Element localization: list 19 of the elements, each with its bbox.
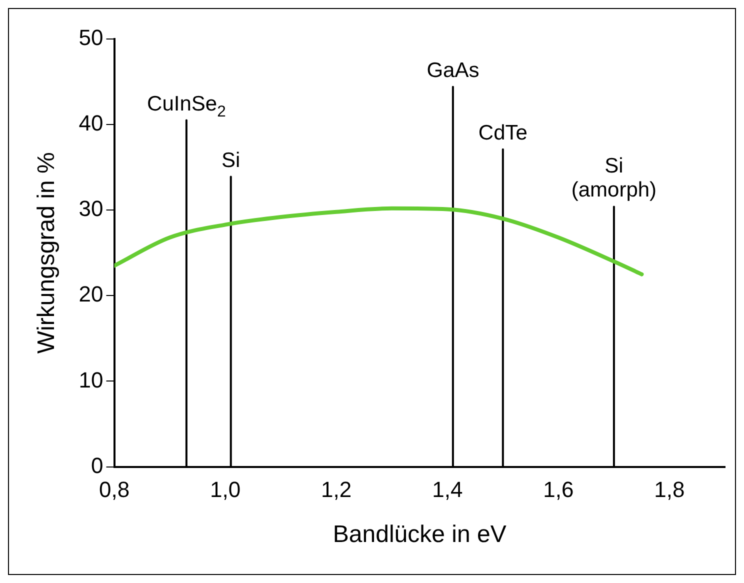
series-label: Si [222, 148, 240, 172]
x-tick-label: 0,8 [98, 477, 130, 502]
y-tick-label: 20 [78, 282, 104, 307]
x-tick-label: 1,6 [543, 477, 574, 502]
y-tick-label: 50 [78, 25, 104, 50]
x-tick-label: 1,4 [432, 477, 463, 502]
y-tick-label: 10 [78, 367, 104, 392]
line-series [114, 206, 644, 276]
series-label: GaAs [426, 58, 480, 82]
y-tick-label: 30 [78, 196, 104, 222]
x-axis-title: Bandlücke in eV [332, 521, 506, 548]
y-tick-label: 40 [78, 110, 104, 136]
x-tick-label: 1,8 [654, 477, 685, 502]
x-tick-label: 1,0 [210, 477, 241, 502]
series-label: CdTe [478, 121, 528, 144]
series-label: Si (amorph) [571, 154, 657, 202]
y-axis-title: Wirkungsgrad in % [33, 152, 60, 354]
y-tick-label: 0 [91, 452, 104, 478]
x-tick-label: 1,2 [321, 477, 352, 502]
